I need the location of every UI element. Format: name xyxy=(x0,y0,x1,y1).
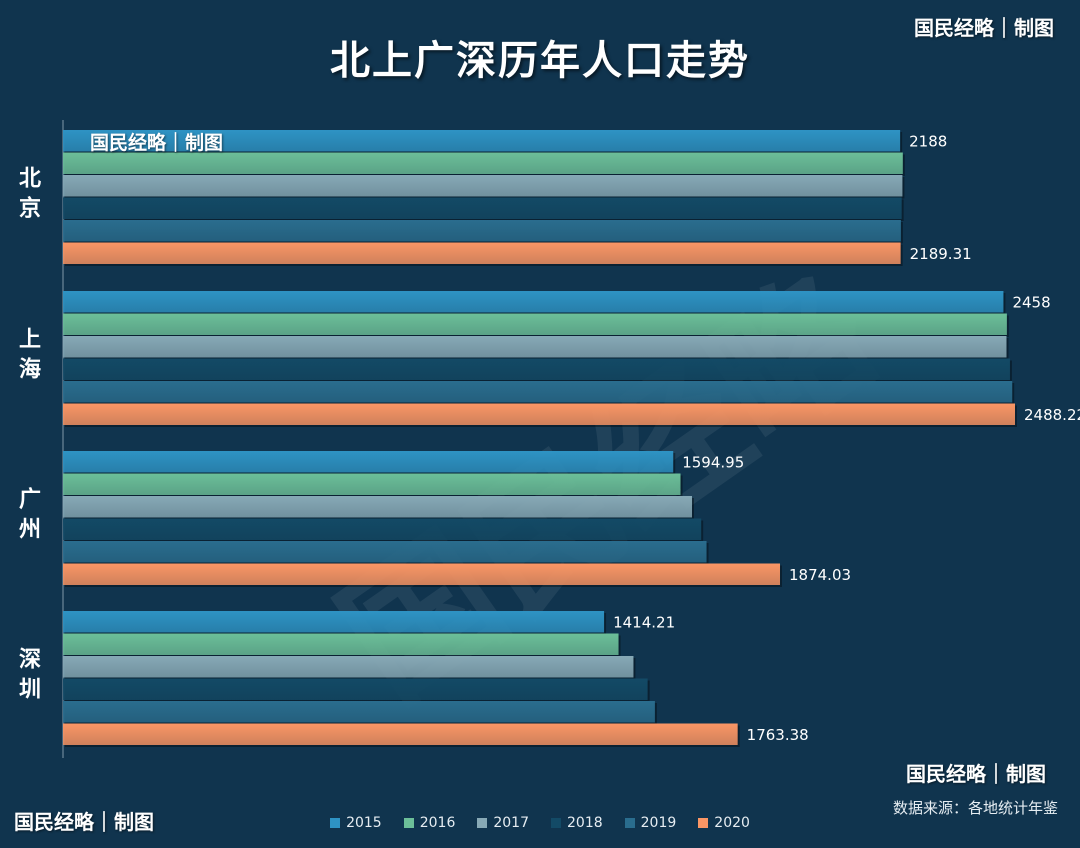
category-label: 北 xyxy=(19,167,41,192)
bar-2020-0 xyxy=(63,242,901,264)
legend-swatch xyxy=(551,818,561,828)
legend-label: 2015 xyxy=(346,815,382,831)
legend-label: 2019 xyxy=(640,815,677,831)
data-label: 1763.38 xyxy=(747,726,809,744)
legend-swatch xyxy=(624,818,635,828)
legend-item: 2016 xyxy=(403,815,456,831)
legend-item: 2019 xyxy=(624,815,677,831)
legend: 2015 2016 2017 2018 2019 2020 xyxy=(0,815,1080,831)
bar-2020-1 xyxy=(63,403,1015,425)
legend-label: 2016 xyxy=(419,815,456,831)
legend-swatch xyxy=(698,818,709,828)
data-label: 2189.31 xyxy=(910,245,972,263)
data-label: 1414.21 xyxy=(613,613,675,631)
legend-item: 2018 xyxy=(551,815,603,831)
category-label: 海 xyxy=(19,357,41,383)
category-label: 广 xyxy=(19,487,41,513)
category-label: 深 xyxy=(19,648,41,673)
data-label: 2188 xyxy=(909,132,947,150)
data-label: 2458 xyxy=(1012,293,1050,311)
brand-label-bottom-right: 国民经略｜制图 xyxy=(906,762,1046,786)
category-label: 京 xyxy=(19,196,41,222)
category-label: 圳 xyxy=(19,678,41,703)
legend-label: 2018 xyxy=(567,815,603,831)
bar-2016-3 xyxy=(63,633,619,655)
bar-2016-1 xyxy=(63,313,1007,335)
bar-2018-2 xyxy=(63,518,702,540)
bar-2018-0 xyxy=(63,197,902,219)
bar-2019-0 xyxy=(63,220,901,242)
legend-item: 2015 xyxy=(330,815,382,831)
bar-2017-3 xyxy=(63,656,634,678)
bar-2015-0 xyxy=(63,130,901,152)
bar-2019-1 xyxy=(63,381,1013,403)
legend-swatch xyxy=(477,818,488,828)
chart-title: 北上广深历年人口走势 xyxy=(330,38,750,84)
data-label: 1594.95 xyxy=(682,453,744,471)
bar-2015-1 xyxy=(63,291,1004,313)
bar-2017-2 xyxy=(63,496,692,518)
legend-label: 2017 xyxy=(493,815,529,831)
data-label: 2488.22 xyxy=(1024,406,1080,424)
bar-2016-0 xyxy=(63,152,903,174)
bar-2016-2 xyxy=(63,473,681,495)
bar-2017-1 xyxy=(63,336,1007,358)
bar-2019-2 xyxy=(63,541,707,563)
category-label: 州 xyxy=(19,518,41,543)
legend-item: 2020 xyxy=(698,815,750,831)
source-note: 数据来源：各地统计年鉴 xyxy=(892,799,1058,817)
data-label: 1874.03 xyxy=(789,566,851,584)
legend-label: 2020 xyxy=(714,815,750,831)
brand-label-top-right: 国民经略｜制图 xyxy=(914,16,1054,40)
bar-2018-3 xyxy=(63,678,648,700)
bar-2017-0 xyxy=(63,175,903,197)
bar-2019-3 xyxy=(63,701,655,723)
category-label: 上 xyxy=(19,328,41,353)
brand-label-inner: 国民经略｜制图 xyxy=(90,132,224,154)
bar-2018-1 xyxy=(63,358,1010,380)
legend-swatch xyxy=(403,818,414,828)
legend-swatch xyxy=(330,818,341,828)
bar-2015-2 xyxy=(63,451,674,473)
brand-label-bottom-left: 国民经略｜制图 xyxy=(14,810,154,834)
bar-2020-2 xyxy=(63,563,781,585)
bar-2020-3 xyxy=(63,723,738,745)
bar-2015-3 xyxy=(63,611,605,633)
legend-item: 2017 xyxy=(477,815,529,831)
